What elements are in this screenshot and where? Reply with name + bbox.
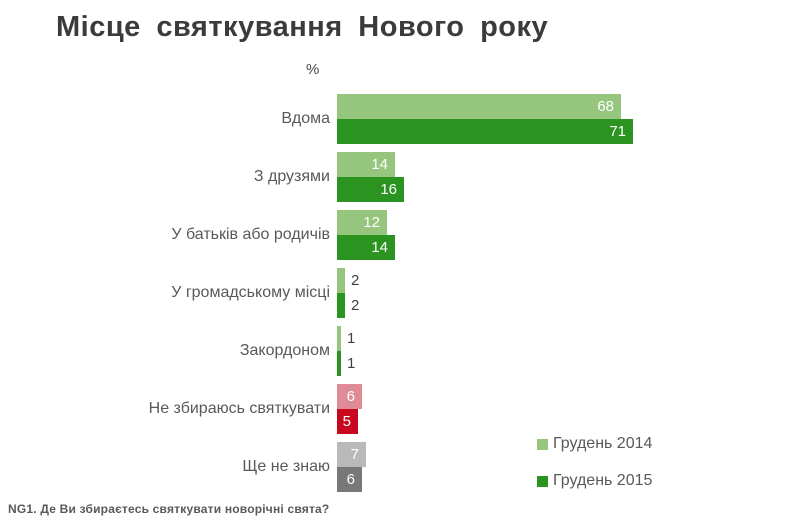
bar-2014-line: 2 — [337, 268, 359, 293]
bar-2014-line: 1 — [337, 326, 355, 351]
bar-2015-line: 5 — [337, 409, 362, 434]
bar-2015-line: 16 — [337, 177, 404, 202]
bar-value: 1 — [347, 330, 356, 347]
bar-value: 14 — [371, 156, 388, 173]
bar-value: 14 — [371, 239, 388, 256]
bar-value: 2 — [351, 272, 360, 289]
chart-row: Не збираюсь святкувати 6 5 — [0, 384, 800, 434]
chart-row: Закордоном 1 1 — [0, 326, 800, 376]
chart-row: Вдома 68 71 — [0, 94, 800, 144]
footer-question-note: NG1. Де Ви збираєтесь святкувати новоріч… — [8, 502, 330, 516]
category-label: Не збираюсь святкувати — [148, 400, 330, 417]
bar-2015 — [337, 293, 345, 318]
bar-value: 6 — [346, 471, 355, 488]
legend-item-2014: Грудень 2014 — [537, 434, 652, 454]
category-label: Закордоном — [239, 342, 330, 359]
chart-row: Ще не знаю 7 6 — [0, 442, 800, 492]
bar-2015: 14 — [337, 235, 395, 260]
chart-title: Місце святкування Нового року — [56, 11, 549, 43]
legend-swatch-2014-icon — [537, 438, 548, 450]
category-label: Вдома — [281, 110, 330, 127]
bar-value: 16 — [380, 181, 397, 198]
bar-2015-line: 14 — [337, 235, 395, 260]
bar-2014: 68 — [337, 94, 621, 119]
bar-2014: 14 — [337, 152, 395, 177]
bar-value: 6 — [346, 388, 355, 405]
bar-pair: 12 14 — [337, 210, 395, 260]
bar-2014: 7 — [337, 442, 366, 467]
bar-value: 68 — [597, 98, 614, 115]
chart-row: З друзями 14 16 — [0, 152, 800, 202]
bar-2014-line: 7 — [337, 442, 366, 467]
bar-2014: 6 — [337, 384, 362, 409]
category-label: З друзями — [253, 168, 330, 185]
legend-item-2015: Грудень 2015 — [537, 471, 652, 491]
bar-2014-line: 12 — [337, 210, 395, 235]
chart-row: У батьків або родичів 12 14 — [0, 210, 800, 260]
bar-pair: 14 16 — [337, 152, 404, 202]
legend-swatch-2015-icon — [537, 475, 548, 487]
legend-label-2014: Грудень 2014 — [553, 435, 653, 452]
bar-2014 — [337, 268, 345, 293]
bar-2014: 12 — [337, 210, 387, 235]
bar-2015: 5 — [337, 409, 358, 434]
bar-value: 5 — [342, 413, 351, 430]
bar-2014-line: 68 — [337, 94, 633, 119]
bar-value: 71 — [609, 123, 626, 140]
bar-2015-line: 6 — [337, 467, 366, 492]
bar-2015 — [337, 351, 341, 376]
axis-unit-label: % — [306, 61, 320, 78]
bar-value: 2 — [351, 297, 360, 314]
bar-2015: 6 — [337, 467, 362, 492]
bar-chart: Вдома 68 71 З друзями 14 16 У батьків або роди… — [0, 94, 800, 500]
legend: Грудень 2014 Грудень 2015 — [537, 434, 652, 508]
category-label: У батьків або родичів — [171, 226, 330, 243]
bar-2014-line: 14 — [337, 152, 404, 177]
category-label: Ще не знаю — [242, 458, 330, 475]
bar-2015: 16 — [337, 177, 404, 202]
category-label: У громадському місці — [171, 284, 330, 301]
bar-2014 — [337, 326, 341, 351]
bar-value: 1 — [347, 355, 356, 372]
bar-2015-line: 2 — [337, 293, 359, 318]
bar-2015-line: 1 — [337, 351, 355, 376]
bar-2015-line: 71 — [337, 119, 633, 144]
bar-2014-line: 6 — [337, 384, 362, 409]
chart-row: У громадському місці 2 2 — [0, 268, 800, 318]
bar-value: 7 — [350, 446, 359, 463]
bar-value: 12 — [363, 214, 380, 231]
legend-label-2015: Грудень 2015 — [553, 472, 653, 489]
bar-2015: 71 — [337, 119, 633, 144]
bar-pair: 68 71 — [337, 94, 633, 144]
